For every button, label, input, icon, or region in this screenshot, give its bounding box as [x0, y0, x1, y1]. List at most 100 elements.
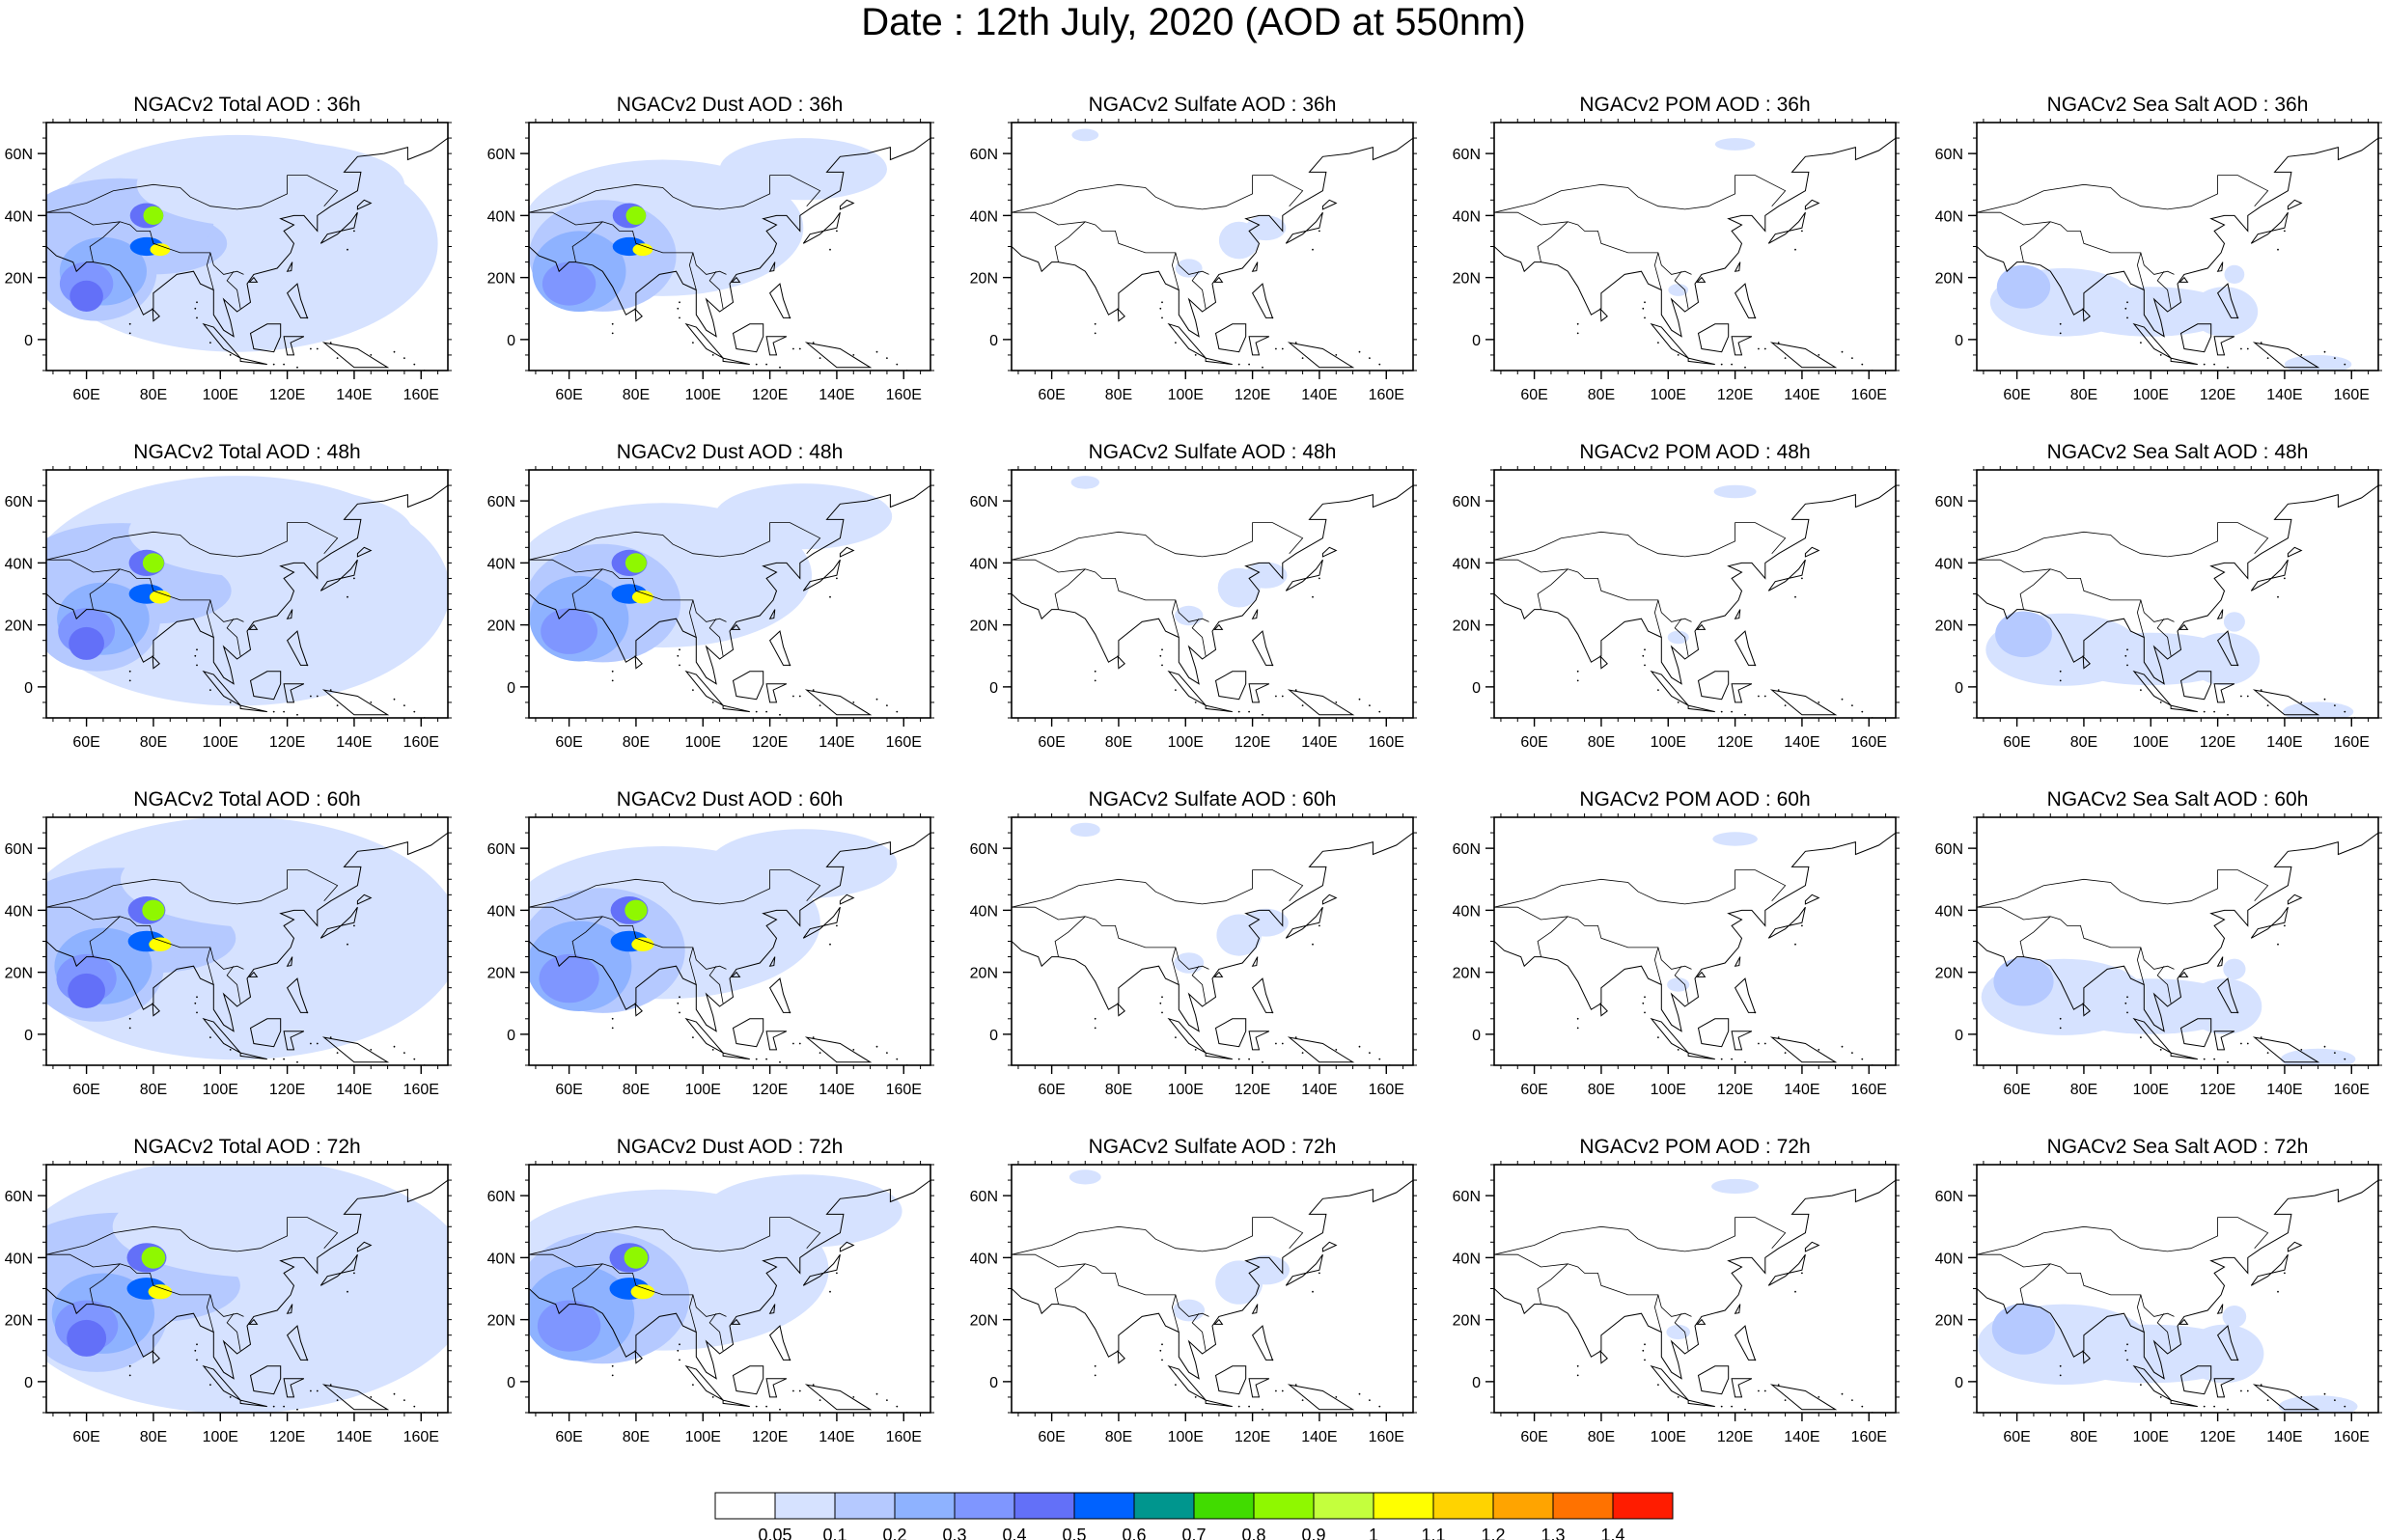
y-tick-label: 20N	[5, 619, 33, 635]
y-tick-label: 0	[507, 1375, 515, 1391]
aod-patch	[1667, 630, 1689, 645]
x-tick-label: 120E	[1235, 1082, 1270, 1098]
aod-patch	[1242, 1255, 1290, 1285]
colorbar-label: 0.4	[1002, 1526, 1026, 1540]
x-tick-label: 160E	[403, 387, 439, 403]
colorbar-swatch	[954, 1492, 1015, 1520]
aod-patch	[1995, 611, 2052, 658]
x-tick-label: 120E	[1717, 1429, 1753, 1445]
map-panel-sulfate-3: 60E 80E 100E 120E 140E 160E 60N 40N 20N 0 NGACv2 S…	[970, 1136, 1417, 1445]
x-tick-label: 160E	[1369, 387, 1404, 403]
x-tick-label: 60E	[555, 734, 582, 751]
y-tick-label: 40N	[487, 1251, 515, 1267]
y-tick-label: 60N	[970, 494, 998, 510]
coastlines	[1012, 832, 1413, 1065]
x-tick-label: 60E	[1038, 387, 1065, 403]
y-tick-label: 20N	[487, 1313, 515, 1330]
y-tick-label: 40N	[5, 208, 33, 225]
colorbar-label: 0.1	[822, 1526, 847, 1540]
y-tick-label: 40N	[5, 1251, 33, 1267]
panel-title: NGACv2 Sea Salt AOD : 48h	[2047, 441, 2309, 463]
x-tick-label: 100E	[1651, 1082, 1686, 1098]
y-tick-label: 60N	[487, 841, 515, 858]
x-tick-label: 160E	[2334, 734, 2370, 751]
aod-patch	[2284, 355, 2352, 371]
panel-title: NGACv2 POM AOD : 72h	[1579, 1136, 1810, 1158]
aod-patch	[69, 280, 103, 312]
x-tick-label: 60E	[2003, 1429, 2030, 1445]
aod-patch	[1069, 822, 1100, 838]
aod-patch	[149, 590, 171, 604]
y-tick-label: 20N	[487, 271, 515, 288]
coastlines	[529, 832, 930, 1065]
y-tick-label: 20N	[970, 966, 998, 982]
map-panel-seasalt-2: 60E 80E 100E 120E 140E 160E 60N 40N 20N 0 NGACv2 S…	[1935, 788, 2382, 1098]
x-tick-label: 100E	[203, 734, 238, 751]
x-tick-label: 160E	[1369, 734, 1404, 751]
x-tick-label: 120E	[752, 1082, 788, 1098]
aod-field	[1666, 1178, 1760, 1340]
coastlines	[529, 137, 930, 371]
aod-patch	[539, 953, 599, 1004]
colorbar-label: 0.8	[1241, 1526, 1265, 1540]
panel-title: NGACv2 Total AOD : 36h	[133, 94, 360, 116]
y-tick-label: 60N	[1935, 494, 1963, 510]
colorbar-swatch	[1313, 1492, 1374, 1520]
x-tick-label: 120E	[1717, 1082, 1753, 1098]
aod-patch	[150, 243, 171, 257]
panel-title: NGACv2 Sea Salt AOD : 72h	[2047, 1136, 2309, 1158]
colorbar-swatch	[1432, 1492, 1494, 1520]
y-tick-label: 20N	[1453, 966, 1481, 982]
coastlines	[1977, 484, 2378, 718]
x-tick-label: 140E	[336, 1082, 372, 1098]
x-tick-label: 80E	[623, 387, 650, 403]
x-tick-label: 160E	[403, 734, 439, 751]
x-tick-label: 60E	[1038, 734, 1065, 751]
aod-patch	[1069, 1169, 1101, 1185]
x-tick-label: 140E	[1301, 387, 1337, 403]
x-tick-label: 120E	[1717, 734, 1753, 751]
y-tick-label: 0	[989, 333, 998, 349]
coastlines	[1977, 137, 2378, 371]
x-tick-label: 80E	[2070, 387, 2097, 403]
x-tick-label: 120E	[1235, 734, 1270, 751]
aod-patch	[624, 1247, 649, 1269]
y-tick-label: 0	[24, 333, 33, 349]
x-tick-label: 160E	[886, 1429, 922, 1445]
map-panel-seasalt-1: 60E 80E 100E 120E 140E 160E 60N 40N 20N 0 NGACv2 S…	[1935, 441, 2382, 751]
colorbar-swatch	[1013, 1492, 1075, 1520]
x-tick-label: 100E	[1651, 1429, 1686, 1445]
y-tick-label: 60N	[1935, 841, 1963, 858]
y-tick-label: 20N	[5, 1313, 33, 1330]
aod-patch	[2190, 287, 2259, 337]
panel-title: NGACv2 Sulfate AOD : 48h	[1089, 441, 1337, 463]
colorbar-label: 0.9	[1301, 1526, 1325, 1540]
map-panel-seasalt-0: 60E 80E 100E 120E 140E 160E 60N 40N 20N 0 NGACv2 S…	[1935, 94, 2382, 403]
x-tick-label: 120E	[269, 1082, 305, 1098]
x-tick-label: 80E	[2070, 734, 2097, 751]
y-tick-label: 60N	[1453, 147, 1481, 163]
x-tick-label: 80E	[1588, 387, 1615, 403]
y-tick-label: 20N	[970, 619, 998, 635]
x-tick-label: 60E	[1520, 1082, 1547, 1098]
y-tick-label: 40N	[970, 556, 998, 572]
colorbar-swatch	[1073, 1492, 1135, 1520]
x-tick-label: 160E	[2334, 387, 2370, 403]
x-tick-label: 160E	[2334, 1429, 2370, 1445]
aod-patch	[631, 590, 653, 604]
aod-patch	[136, 141, 404, 229]
y-tick-label: 20N	[1935, 1313, 1963, 1330]
panel-title: NGACv2 Total AOD : 60h	[133, 788, 360, 811]
x-tick-label: 160E	[1851, 1429, 1887, 1445]
aod-patch	[709, 829, 898, 899]
x-tick-label: 100E	[685, 387, 721, 403]
x-tick-label: 140E	[819, 1082, 854, 1098]
map-panel-dust-1: 60E 80E 100E 120E 140E 160E 60N 40N 20N 0 NGACv2 D…	[487, 441, 934, 751]
aod-patch	[2222, 1306, 2247, 1328]
y-tick-label: 60N	[5, 1189, 33, 1205]
x-tick-label: 100E	[203, 1082, 238, 1098]
aod-patch	[142, 899, 165, 921]
y-tick-label: 20N	[5, 271, 33, 288]
y-tick-label: 0	[989, 1028, 998, 1044]
